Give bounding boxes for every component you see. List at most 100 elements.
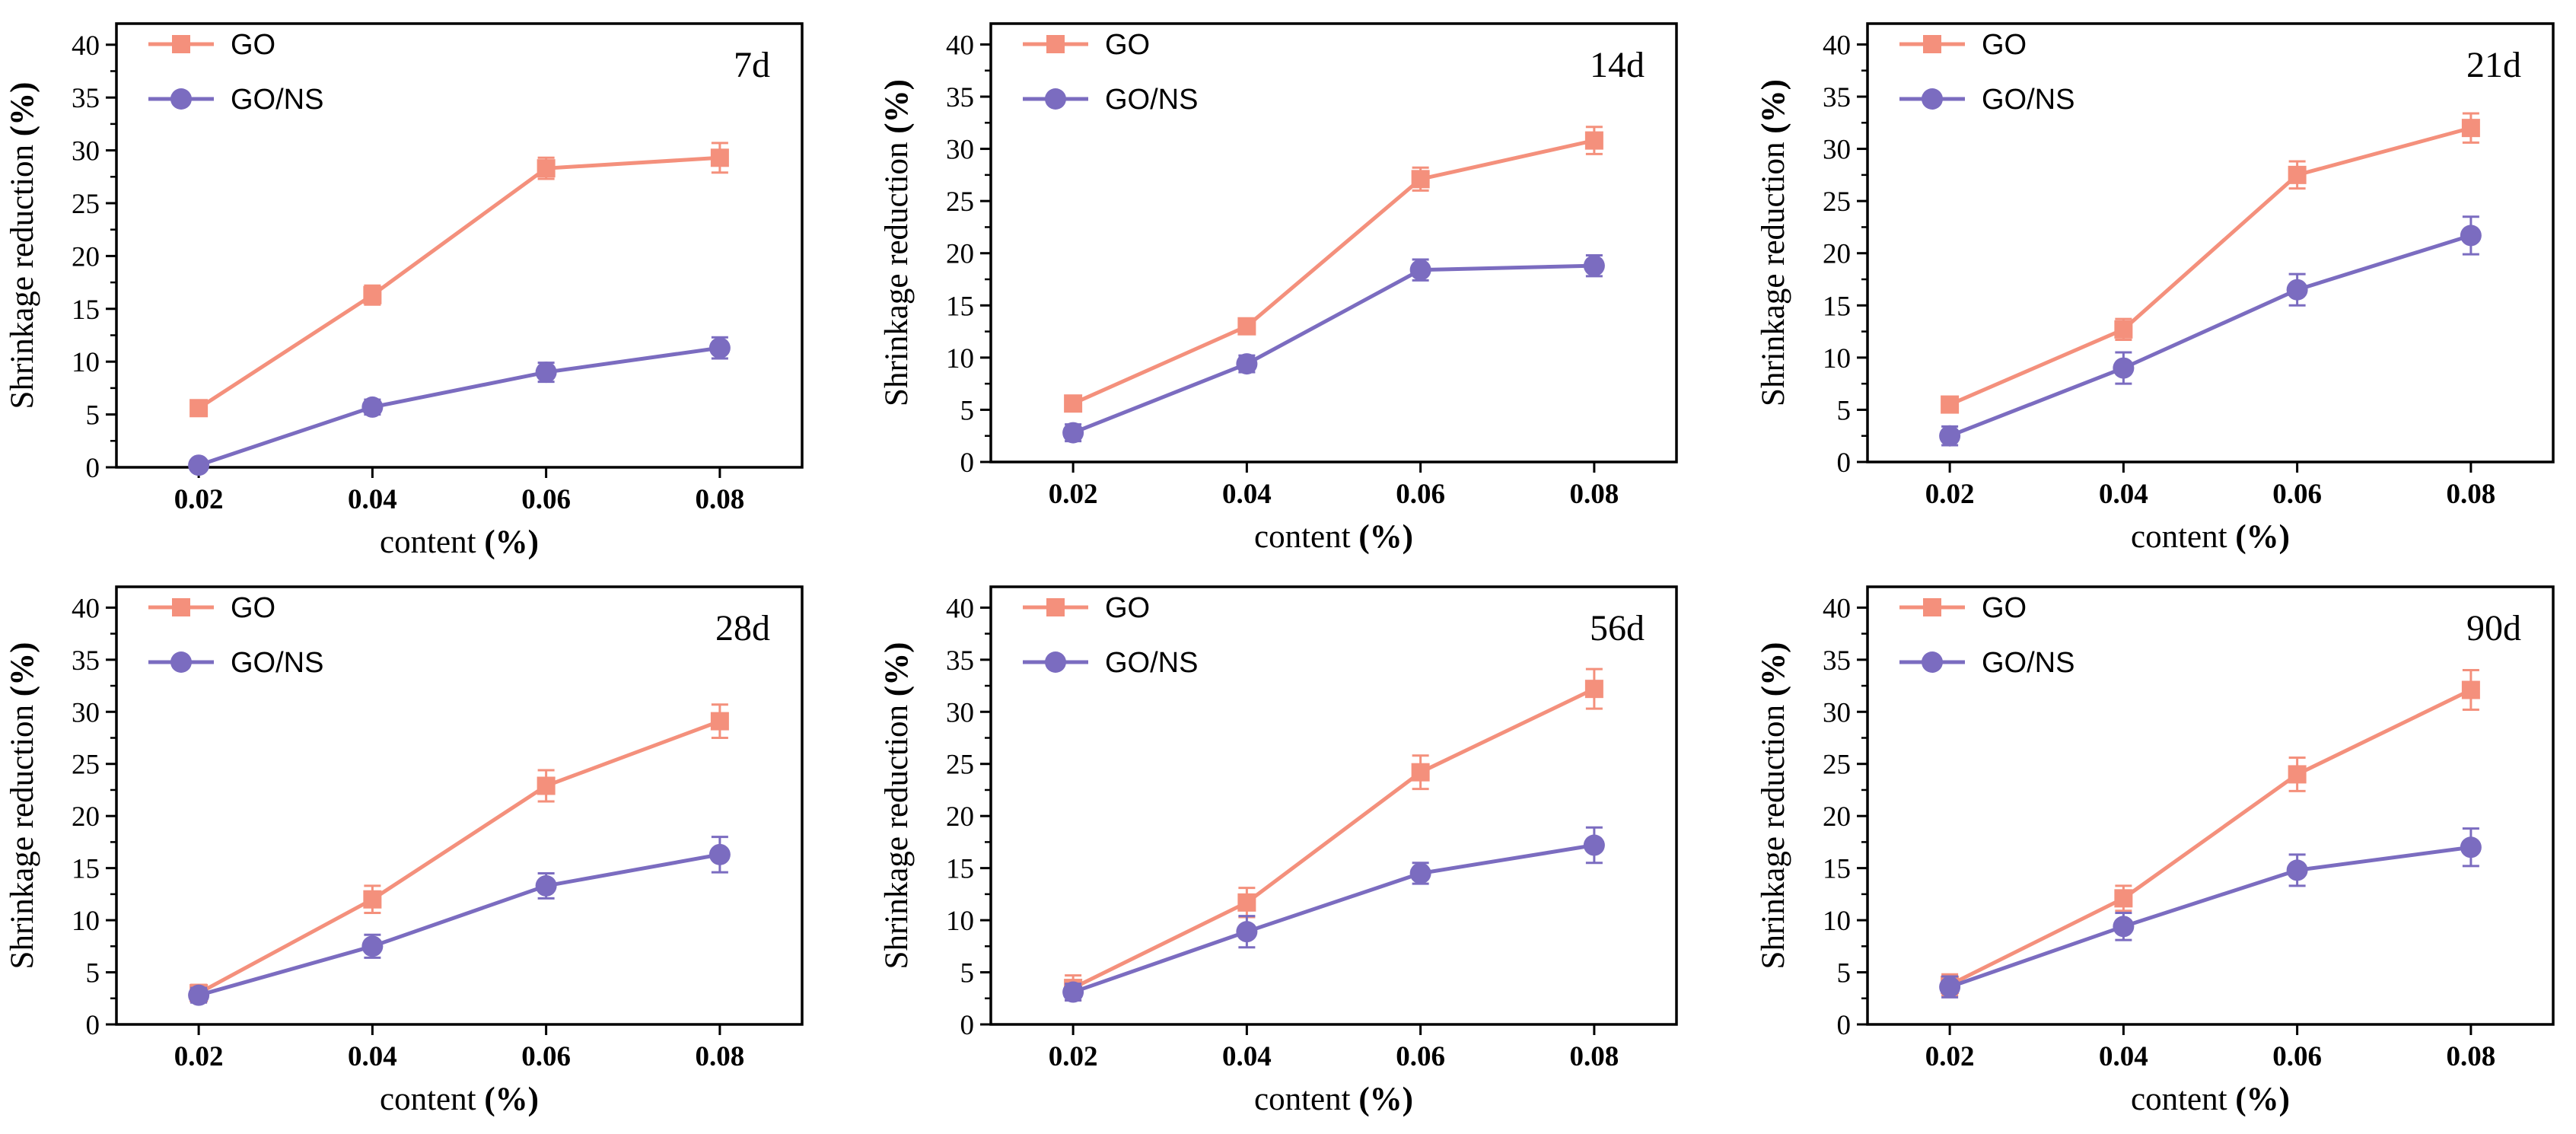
y-tick-label: 25 bbox=[946, 186, 974, 218]
y-axis-title: Shrinkage reduction (%) bbox=[5, 642, 40, 970]
data-point bbox=[1237, 893, 1256, 912]
y-tick-label: 10 bbox=[1823, 906, 1851, 937]
y-tick-label: 5 bbox=[1837, 395, 1852, 426]
data-point bbox=[1236, 353, 1258, 375]
x-axis-title: content (%) bbox=[2131, 1081, 2290, 1117]
y-tick-label: 20 bbox=[72, 241, 100, 272]
y-axis-title: Shrinkage reduction (%) bbox=[1756, 79, 1791, 406]
x-axis-title-text: content bbox=[1254, 519, 1358, 555]
legend: GO GO/NS bbox=[1023, 592, 1198, 679]
data-point bbox=[361, 935, 384, 957]
x-tick-label: 0.08 bbox=[696, 1041, 745, 1072]
plot-frame bbox=[989, 22, 1678, 463]
y-axis-title-unit: (%) bbox=[879, 79, 915, 134]
panel-title: 90d bbox=[2466, 608, 2521, 648]
y-axis-title-unit: (%) bbox=[1756, 642, 1791, 697]
y-tick-label: 35 bbox=[946, 82, 974, 113]
y-tick-label: 20 bbox=[946, 801, 974, 833]
legend-label: GO/NS bbox=[231, 84, 323, 116]
plot-frame bbox=[115, 585, 804, 1026]
y-tick-label: 15 bbox=[1823, 291, 1851, 322]
chart-panel-7d: 0 5 10 15 20 25 30 35 40 0.02 0.04 0.06 0.08 content … bbox=[5, 22, 804, 560]
x-axis-title-text: content bbox=[1254, 1081, 1358, 1117]
x-tick-label: 0.06 bbox=[2272, 1041, 2322, 1072]
legend-marker bbox=[1923, 35, 1941, 53]
x-tick-label: 0.06 bbox=[521, 1041, 571, 1072]
x-axis-title: content (%) bbox=[380, 1081, 539, 1117]
y-tick-label: 10 bbox=[946, 906, 974, 937]
plot-frame bbox=[115, 22, 804, 469]
y-tick-label: 15 bbox=[72, 295, 100, 326]
data-point bbox=[537, 776, 556, 795]
legend-label: GO/NS bbox=[231, 647, 323, 679]
y-tick-label: 10 bbox=[72, 906, 100, 937]
y-axis-title-text: Shrinkage reduction bbox=[879, 696, 915, 969]
x-tick-label: 0.04 bbox=[1222, 479, 1272, 510]
y-axis-title-unit: (%) bbox=[879, 642, 915, 697]
legend-label: GO/NS bbox=[1105, 84, 1198, 116]
series-GO bbox=[1941, 112, 2480, 414]
x-axis-title-unit: (%) bbox=[1358, 519, 1413, 555]
y-tick-label: 25 bbox=[72, 750, 100, 781]
data-point bbox=[188, 454, 210, 476]
plot-frame bbox=[1866, 585, 2555, 1026]
series-line bbox=[1949, 234, 2472, 438]
y-tick-label: 35 bbox=[72, 645, 100, 677]
data-point bbox=[361, 396, 384, 418]
series-line bbox=[1949, 845, 2472, 989]
x-tick-label: 0.02 bbox=[1049, 479, 1098, 510]
data-point bbox=[1236, 921, 1258, 943]
y-axis-title-text: Shrinkage reduction bbox=[879, 134, 915, 406]
y-tick-label: 40 bbox=[1823, 593, 1851, 624]
x-axis-title: content (%) bbox=[1254, 1081, 1413, 1117]
chart-panel-21d: 0 5 10 15 20 25 30 35 40 0.02 0.04 0.06 0.08 content … bbox=[1756, 22, 2555, 555]
y-tick-label: 40 bbox=[946, 30, 974, 61]
y-tick-label: 15 bbox=[72, 854, 100, 885]
y-axis-title: Shrinkage reduction (%) bbox=[879, 642, 915, 970]
x-axis-title: content (%) bbox=[380, 524, 539, 560]
series-GO bbox=[1941, 669, 2480, 997]
series-GO bbox=[189, 703, 729, 1003]
legend-marker bbox=[1046, 598, 1065, 616]
x-axis-title-unit: (%) bbox=[2235, 1081, 2290, 1117]
data-point bbox=[1411, 763, 1430, 782]
y-tick-label: 35 bbox=[946, 645, 974, 677]
data-point bbox=[2460, 836, 2482, 858]
y-axis-title-text: Shrinkage reduction bbox=[5, 696, 40, 969]
data-point bbox=[1584, 131, 1603, 150]
y-tick-label: 10 bbox=[72, 347, 100, 378]
y-tick-label: 0 bbox=[960, 448, 975, 479]
panel-title: 21d bbox=[2466, 45, 2521, 85]
y-tick-label: 35 bbox=[1823, 645, 1851, 677]
data-point bbox=[2114, 889, 2133, 908]
series-GO bbox=[1064, 667, 1603, 1002]
y-tick-label: 0 bbox=[86, 453, 100, 484]
panel-title: 28d bbox=[715, 608, 770, 648]
y-tick-label: 5 bbox=[86, 958, 100, 989]
series-GO bbox=[189, 142, 729, 418]
series-line bbox=[197, 719, 721, 995]
x-tick-label: 0.08 bbox=[2447, 1041, 2496, 1072]
y-axis-title-text: Shrinkage reduction bbox=[5, 136, 40, 409]
data-point bbox=[1939, 425, 1961, 447]
y-axis-title-unit: (%) bbox=[5, 642, 40, 697]
y-tick-label: 30 bbox=[72, 136, 100, 167]
panel-title: 14d bbox=[1590, 45, 1645, 85]
y-tick-label: 25 bbox=[1823, 186, 1851, 218]
data-point bbox=[710, 148, 729, 167]
y-tick-label: 30 bbox=[946, 135, 974, 166]
x-axis-title-unit: (%) bbox=[484, 524, 539, 560]
x-tick-label: 0.04 bbox=[348, 1041, 397, 1072]
y-tick-label: 30 bbox=[946, 697, 974, 728]
data-point bbox=[2288, 165, 2307, 184]
plot-frame bbox=[1866, 22, 2555, 463]
data-point bbox=[535, 362, 557, 384]
legend-label: GO bbox=[231, 29, 275, 61]
data-point bbox=[2461, 680, 2480, 699]
data-point bbox=[708, 337, 731, 359]
legend-marker bbox=[1045, 88, 1066, 110]
x-tick-label: 0.08 bbox=[1570, 1041, 1619, 1072]
y-tick-label: 30 bbox=[72, 697, 100, 728]
y-tick-label: 30 bbox=[1823, 697, 1851, 728]
